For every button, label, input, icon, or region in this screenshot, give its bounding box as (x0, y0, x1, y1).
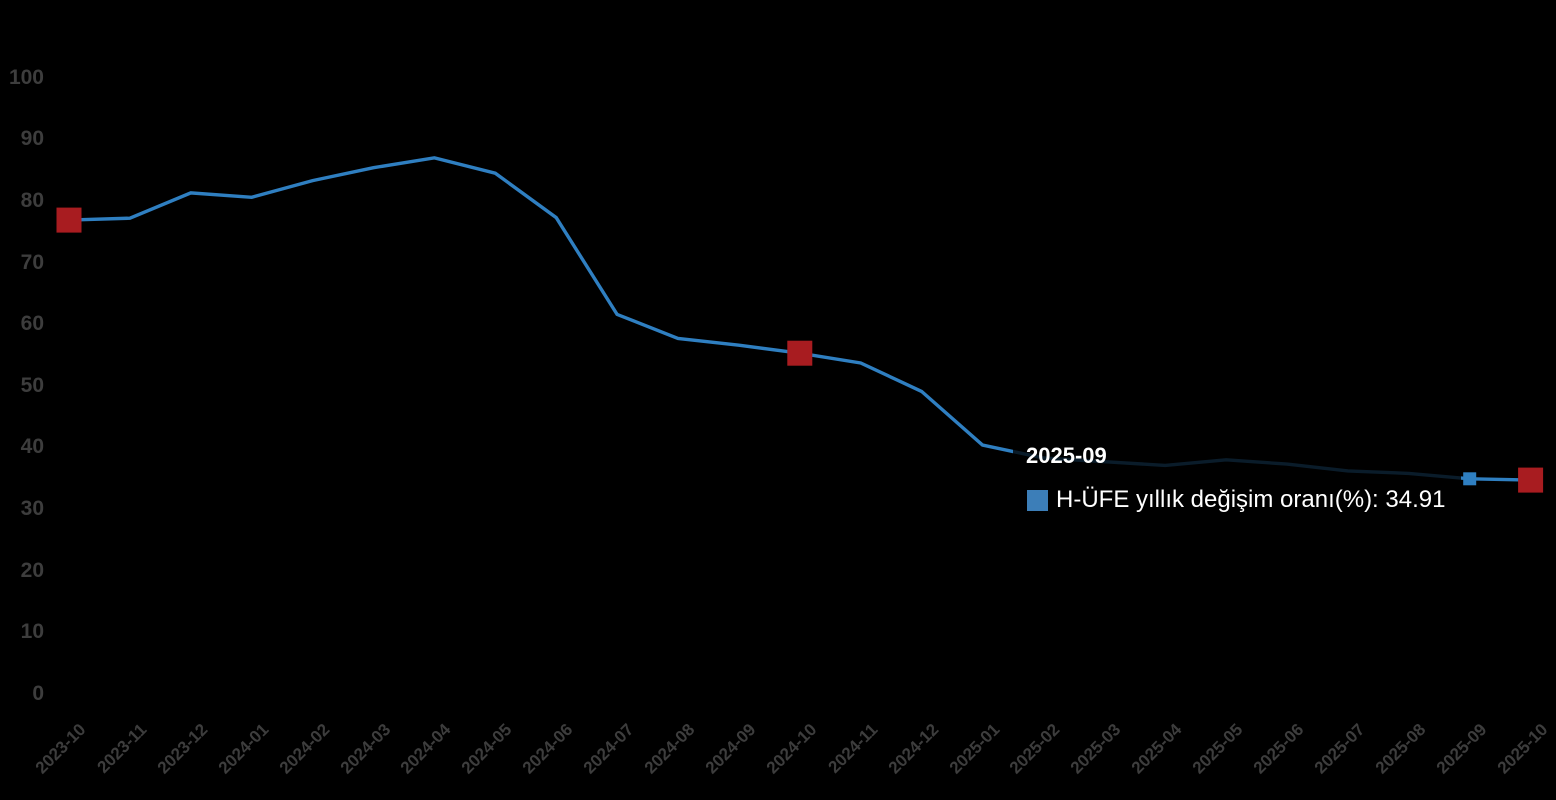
red-point-marker[interactable] (787, 340, 813, 366)
red-point-marker[interactable] (1518, 467, 1544, 493)
y-axis-label: 20 (20, 558, 44, 582)
series-swatch-icon (1027, 489, 1048, 511)
hover-point-marker[interactable] (1463, 472, 1477, 486)
y-axis-label: 40 (20, 435, 44, 459)
tooltip-series-value: H-ÜFE yıllık değişim oranı(%): 34.91 (1056, 486, 1446, 513)
tooltip-series-row: H-ÜFE yıllık değişim oranı(%): 34.91 (1027, 486, 1445, 514)
tooltip-date: 2025-09 (1026, 443, 1107, 468)
y-axis-label: 60 (20, 312, 44, 336)
y-axis-label: 100 (8, 65, 44, 89)
y-axis-label: 70 (20, 250, 44, 274)
y-axis-label: 90 (20, 127, 44, 151)
red-point-marker[interactable] (56, 207, 82, 233)
y-axis-label: 30 (20, 497, 44, 521)
y-axis-label: 50 (20, 373, 44, 397)
tooltip: 2025-09 H-ÜFE yıllık değişim oranı(%): 3… (1013, 436, 1461, 533)
y-axis-label: 10 (20, 620, 44, 644)
series-line[interactable] (68, 156, 1531, 482)
y-axis-label: 0 (32, 682, 44, 705)
y-axis-label: 80 (20, 188, 44, 212)
